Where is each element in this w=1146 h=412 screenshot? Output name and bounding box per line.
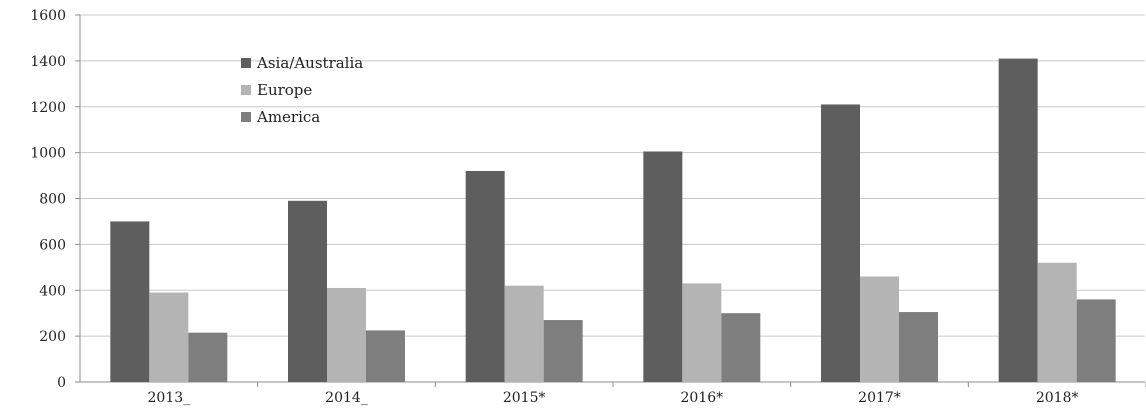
bar-europe	[682, 283, 722, 382]
bar-europe	[1037, 262, 1077, 382]
bar-asia-australia	[110, 221, 150, 382]
bar-asia-australia	[821, 104, 860, 383]
x-tick-label: 2013_	[148, 390, 191, 406]
x-tick-label: 2016*	[681, 390, 724, 406]
y-tick-label: 800	[39, 192, 66, 208]
y-tick-label: 400	[39, 283, 66, 299]
bar-asia-australia	[643, 151, 683, 382]
legend-label: America	[256, 108, 320, 126]
bar-america	[721, 313, 761, 382]
bar-europe	[149, 292, 189, 382]
legend-swatch	[241, 112, 251, 122]
x-tick-label: 2015*	[503, 390, 546, 406]
legend-label: Asia/Australia	[256, 54, 363, 72]
y-tick-label: 600	[39, 237, 66, 253]
legend-label: Europe	[257, 81, 312, 99]
bar-asia-australia	[288, 200, 327, 382]
legend: Asia/Australia Europe America	[241, 54, 363, 126]
y-tick-label: 1600	[30, 8, 66, 24]
y-tick-label: 0	[57, 375, 66, 391]
y-tick-label: 1400	[30, 54, 66, 70]
gridlines	[80, 14, 1145, 337]
x-tick-labels: 2013_ 2014_ 2015* 2016* 2017* 2018*	[148, 390, 1079, 406]
bar-asia-australia	[465, 170, 505, 382]
axes	[75, 14, 1146, 387]
legend-swatch	[241, 58, 251, 68]
bar-europe	[327, 287, 366, 382]
y-tick-label: 1200	[30, 100, 66, 116]
bar-america	[1076, 299, 1116, 382]
y-tick-labels: 0 200 400 600 800 1000 1200 1400 1600	[30, 8, 66, 391]
x-tick-label: 2017*	[858, 390, 901, 406]
x-tick-label: 2014_	[325, 390, 368, 406]
bar-america	[899, 312, 938, 382]
bar-america	[366, 330, 405, 382]
bar-europe	[860, 276, 899, 382]
bar-europe	[504, 285, 544, 382]
bar-asia-australia	[998, 58, 1038, 383]
bar-america	[543, 320, 583, 382]
y-tick-label: 1000	[30, 146, 66, 162]
x-tick-label: 2018*	[1036, 390, 1079, 406]
y-tick-label: 200	[39, 329, 66, 345]
bar-america	[188, 332, 228, 382]
bars	[110, 58, 1116, 383]
legend-swatch	[241, 85, 251, 95]
